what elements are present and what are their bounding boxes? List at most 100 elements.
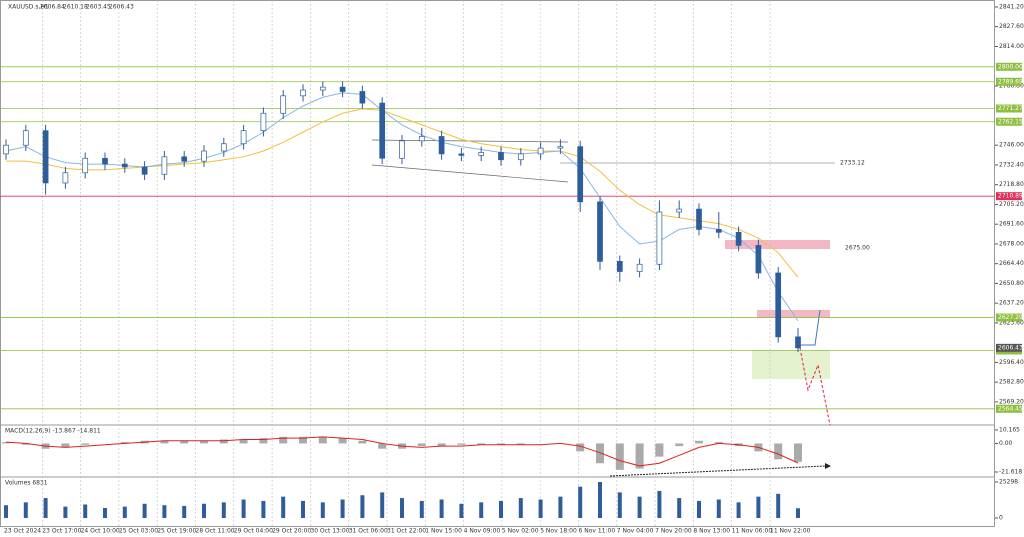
volume-bar [202,503,206,518]
macd-bar [358,440,367,444]
y-tick-label: -21.618 [999,469,1022,476]
candle-body [676,208,683,213]
level-tag [996,313,1022,322]
x-tick-label: 1 Nov 15:00 [425,528,462,535]
volume-bar [4,505,8,518]
x-tick-label: 7 Nov 20:00 [655,528,692,535]
macd-bar [675,443,684,447]
candle-body [82,157,89,174]
candle-body [260,112,267,132]
candle-body [399,140,405,159]
candle-body [735,231,742,246]
annotation: 2675.00 [845,245,870,252]
volume-bar [142,503,147,518]
volume-bar [221,502,226,518]
y-tick-label: 10.165 [999,427,1020,434]
volume-bar [103,508,107,518]
macd-bar [160,440,169,444]
macd-bar [81,443,90,445]
y-tick-label: 2718.80 [999,181,1024,188]
volume-bar [340,499,345,518]
macd-bar [576,443,585,452]
ma-fast [5,92,799,322]
candle-body [102,157,108,165]
volume-bar [598,482,602,518]
ma-slow [6,108,799,278]
candle-body [498,152,504,161]
arrow-head [825,463,831,469]
macd-bar [655,443,664,457]
candle-body [597,201,603,262]
level-label: 2762.15 [998,118,1023,125]
header-value: 2606.84 [40,4,65,11]
y-tick-label: 0 [999,515,1003,522]
level-label: 2800.00 [998,63,1023,70]
macd-bar [2,442,10,444]
candle-body [438,136,445,155]
x-tick-label: 11 Nov 06:00 [732,528,773,535]
macd-bar [318,436,327,444]
volume-bar [83,504,88,518]
volume-bar [756,496,761,518]
candle-body [458,153,465,156]
candle-body [775,272,782,338]
volume-bar [578,486,583,518]
candle-body [577,146,584,203]
candle-body [181,156,188,162]
level-tag [996,62,1022,71]
x-tick-label: 4 Nov 09:00 [464,528,501,535]
macd-bar [596,443,604,464]
candle-body [319,86,326,91]
price-label: 2606.43 [998,344,1023,351]
volume-title: Volumes 6831 [5,480,48,487]
volume-bar [479,502,484,518]
forecast-up [800,309,821,346]
channel-line [371,164,569,183]
level-label: 2564.45 [998,405,1023,412]
volume-bar [776,493,781,518]
candle-body [517,153,524,161]
volume-bar [162,505,167,518]
volume-bar [657,490,662,518]
level-label: 2771.27 [998,105,1023,112]
candle-body [656,211,663,265]
candle-body [3,144,9,155]
y-tick-label: 2596.40 [999,359,1024,366]
level-tag [996,404,1022,413]
macd-bar [615,443,624,470]
macd-title: MACD(12,26,9) -13.867 -14.811 [5,428,101,435]
volume-bar [380,492,385,518]
x-tick-label: 7 Nov 04:00 [617,528,654,535]
candle-body [240,130,247,145]
y-tick-label: 2691.60 [999,221,1024,228]
volume-bar [320,502,325,518]
volume-bar [796,508,800,518]
candle-body [359,91,366,104]
macd-bar [794,443,802,462]
level-tag [996,77,1022,86]
volume-bar [518,498,523,518]
annotation: 2733.12 [840,160,865,167]
volume-bar [182,505,187,518]
y-tick-label: 2814.00 [999,43,1024,50]
volume-bar [538,499,543,518]
macd-bar [437,443,446,447]
macd-bar [695,440,703,444]
volume-bar [241,499,246,518]
macd-bar [516,443,525,445]
header-value: 2603.45 [86,4,111,11]
volume-bar [697,500,701,518]
volume-bar [637,496,642,518]
x-tick-label: 11 Nov 22:00 [770,528,811,535]
volume-bar [281,496,286,518]
x-tick-label: 29 Oct 20:00 [272,528,311,535]
candle-body [379,102,386,159]
macd-bar [259,438,268,444]
y-tick-label: 2841.20 [999,3,1024,10]
macd-bar [497,443,505,445]
x-tick-label: 5 Nov 18:00 [540,528,577,535]
y-tick-label: 2678.00 [999,240,1024,247]
volume-bar [360,495,365,518]
macd-bar [635,443,644,469]
